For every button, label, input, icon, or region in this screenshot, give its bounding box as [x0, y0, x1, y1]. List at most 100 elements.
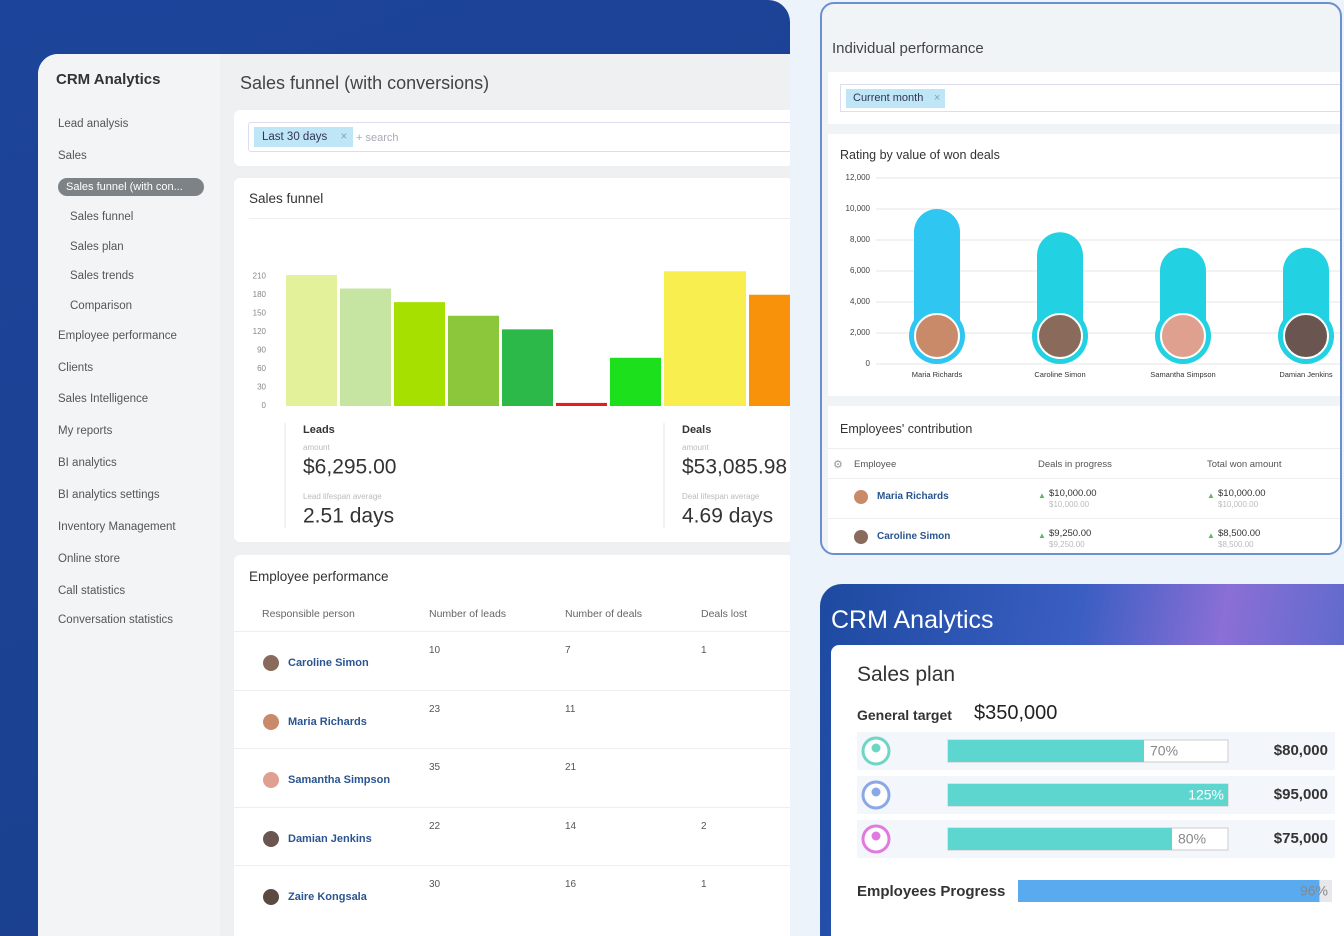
bar [394, 302, 445, 406]
trend-up: ▲ [1207, 491, 1215, 500]
y-tick-label: 30 [257, 383, 266, 392]
filter-input[interactable] [248, 122, 790, 152]
row-divider [234, 631, 790, 632]
column-header: Deals in progress [1038, 459, 1112, 470]
plan-amount: $80,000 [1274, 742, 1328, 759]
row-divider [234, 748, 790, 749]
settings-icon[interactable]: ⚙ [833, 459, 843, 471]
y-tick-label: 210 [253, 271, 267, 280]
filter-tag[interactable]: Current month × [846, 89, 946, 108]
stat-name: Leads [303, 424, 335, 436]
menu-item[interactable]: Sales Intelligence [58, 393, 149, 405]
cell: 30 [429, 879, 441, 890]
page-title: Sales funnel (with conversions) [240, 73, 490, 93]
bar [286, 274, 337, 406]
bar [914, 209, 960, 334]
y-tick-label: 0 [866, 359, 871, 368]
y-tick-label: 10,000 [846, 204, 871, 213]
avatar [263, 830, 279, 847]
person-link[interactable]: Caroline Simon [288, 657, 369, 669]
amount-sub: $9,250.00 [1049, 540, 1085, 549]
y-tick-label: 120 [253, 327, 267, 336]
person-link[interactable]: Caroline Simon [877, 531, 951, 542]
filter-input[interactable] [840, 84, 1340, 112]
submenu-item[interactable]: Sales funnel [70, 211, 134, 223]
row-divider [828, 518, 1340, 519]
avatar [1037, 313, 1083, 359]
target-label: General target [857, 707, 952, 723]
x-tick-label: Caroline Simon [1034, 370, 1085, 379]
progress-bar [1018, 880, 1320, 902]
avatar [263, 772, 279, 788]
person-link[interactable]: Maria Richards [288, 715, 367, 728]
trend-up: ▲ [1038, 531, 1046, 540]
filter-bar: Current month × [828, 72, 1340, 124]
menu-item[interactable]: Online store [58, 553, 121, 565]
row-divider [234, 806, 790, 808]
banner-title: CRM Analytics [831, 606, 994, 634]
cell: 21 [565, 762, 577, 773]
person-link[interactable]: Maria Richards [877, 491, 949, 502]
menu-item-active[interactable]: Sales funnel (with con... [58, 178, 204, 196]
cell: 14 [565, 820, 577, 832]
avatar [854, 530, 868, 544]
submenu-item[interactable]: Comparison [70, 300, 132, 312]
progress-bar [948, 740, 1144, 762]
contribution-card: Employees' contribution ⚙ Employee Deals … [828, 406, 1340, 553]
sidebar [38, 54, 220, 936]
cell: 11 [565, 703, 576, 715]
avatar-head [871, 787, 881, 797]
column-header: Responsible person [262, 608, 355, 620]
stat-lifespan: 4.69 days [682, 505, 773, 528]
menu-item[interactable]: Employee performance [58, 330, 177, 342]
target-value: $350,000 [974, 702, 1058, 724]
menu-item[interactable]: Inventory Management [58, 521, 176, 533]
menu-item[interactable]: Clients [58, 362, 94, 374]
y-tick-label: 60 [257, 364, 266, 373]
person-link[interactable]: Samantha Simpson [288, 774, 391, 786]
submenu-item[interactable]: Sales trends [70, 270, 134, 282]
bar [448, 315, 499, 406]
stat-lifespan: 2.51 days [303, 505, 394, 528]
column-header: Number of deals [565, 608, 643, 620]
avatar [263, 889, 279, 905]
menu-item[interactable]: Lead analysis [58, 118, 129, 130]
y-tick-label: 180 [253, 290, 267, 299]
menu-item[interactable]: Sales [58, 150, 87, 162]
card-title: Sales funnel [249, 191, 324, 206]
menu-item[interactable]: BI analytics [58, 457, 117, 469]
cell: 1 [701, 645, 707, 656]
app-window: CRM Analytics Lead analysis Sales Sales … [38, 54, 790, 936]
menu-item[interactable]: Call statistics [58, 585, 126, 597]
x-tick-label: Damian Jenkins [1279, 370, 1333, 379]
cell: 23 [429, 703, 441, 715]
menu-item[interactable]: BI analytics settings [58, 489, 160, 501]
cell: 35 [429, 762, 441, 773]
y-tick-label: 0 [262, 401, 267, 410]
y-tick-label: 6,000 [850, 266, 871, 275]
plan-amount: $75,000 [1274, 830, 1328, 847]
amount: $10,000.00 [1218, 488, 1266, 499]
column-header: Employee [854, 459, 897, 470]
person-link[interactable]: Zaire Kongsala [288, 891, 367, 903]
column-header: Total won amount [1207, 459, 1282, 470]
submenu-item[interactable]: Sales plan [70, 241, 124, 253]
value-label: 96% [1300, 883, 1328, 899]
search-placeholder: + search [356, 132, 399, 144]
menu-item[interactable]: My reports [58, 425, 113, 437]
avatar-head [871, 831, 881, 841]
menu-item[interactable]: Conversation statistics [58, 614, 174, 626]
bar [340, 288, 391, 406]
y-tick-label: 90 [257, 345, 266, 354]
avatar [1283, 313, 1329, 359]
filter-tag[interactable]: Last 30 days × [254, 127, 354, 147]
column-header: Number of leads [429, 608, 507, 620]
bar [664, 271, 746, 406]
avatar [914, 313, 960, 359]
stat-label: amount [303, 443, 330, 452]
column-header: Deals lost [701, 608, 748, 620]
person-link[interactable]: Damian Jenkins [288, 832, 372, 845]
divider [828, 448, 1340, 449]
row-divider [234, 865, 790, 866]
rating-card: Rating by value of won deals 0 2,000 4,000… [828, 134, 1340, 396]
